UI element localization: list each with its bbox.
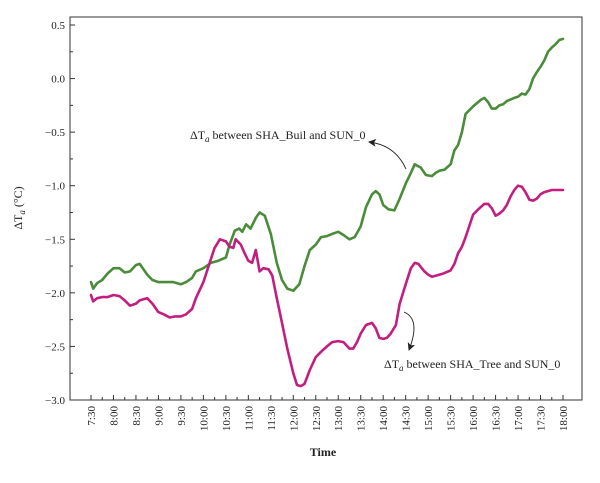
- y-tick-label: 0.5: [51, 20, 65, 32]
- x-tick-label: 16:30: [491, 406, 503, 432]
- annotation-sha-tree-arrow: [403, 311, 416, 351]
- x-tick-label: 8:30: [131, 406, 143, 426]
- x-tick-label: 9:00: [153, 406, 165, 426]
- x-tick-label: 10:00: [198, 406, 210, 432]
- y-axis-title-subscript: a: [17, 210, 27, 215]
- annotation-sha-tree: ΔTa between SHA_Tree and SUN_0: [384, 357, 560, 373]
- series-line-sha-buil: [89, 37, 565, 293]
- x-axis-title: Time: [310, 445, 337, 459]
- x-tick-label: 15:30: [446, 406, 458, 432]
- annotation-sha-buil-text: between SHA_Buil and SUN_0: [210, 128, 366, 142]
- x-tick-label: 10:30: [221, 406, 233, 432]
- x-tick-label: 13:00: [333, 406, 345, 432]
- y-tick-label: −1.5: [45, 234, 65, 246]
- annotation-sha-buil-symbol: ΔT: [190, 128, 206, 142]
- y-axis-title-symbol: ΔT: [11, 214, 25, 230]
- x-tick-label: 11:30: [266, 406, 278, 431]
- y-tick-label: −2.0: [45, 288, 65, 300]
- series-layer: [89, 37, 565, 388]
- x-tick-label: 8:00: [108, 406, 120, 426]
- x-tick-label: 14:00: [378, 406, 390, 432]
- y-axis-title: ΔTa (°C): [11, 186, 27, 229]
- x-tick-label: 16:00: [468, 406, 480, 432]
- series-line-sha-tree: [89, 184, 565, 388]
- x-tick-label: 9:30: [176, 406, 188, 426]
- x-tick-label: 18:00: [558, 406, 570, 432]
- x-tick-label: 15:00: [423, 406, 435, 432]
- x-tick-label: 12:30: [311, 406, 323, 432]
- plot-area-frame: [69, 16, 583, 401]
- y-axis: 0.5 0.0 −0.5 −1.0 −1.5 −2.0 −2.5 −3.0: [45, 20, 75, 407]
- annotation-sha-tree-text: between SHA_Tree and SUN_0: [404, 357, 561, 371]
- y-axis-title-unit: (°C): [11, 186, 25, 207]
- y-tick-label: 0.0: [51, 74, 65, 86]
- y-tick-label: −1.0: [45, 181, 65, 193]
- x-tick-label: 7:30: [86, 406, 98, 426]
- y-tick-label: −2.5: [45, 341, 65, 353]
- annotation-sha-buil-subscript: a: [205, 134, 210, 144]
- x-tick-label: 13:30: [356, 406, 368, 432]
- annotation-sha-tree-symbol: ΔT: [384, 357, 400, 371]
- x-tick-label: 11:00: [243, 406, 255, 431]
- y-tick-label: −0.5: [45, 127, 65, 139]
- annotation-sha-tree-subscript: a: [399, 363, 404, 373]
- annotation-sha-buil-arrow: [368, 138, 407, 170]
- x-tick-label: 17:30: [536, 406, 548, 432]
- y-tick-label: −3.0: [45, 395, 65, 407]
- x-tick-label: 14:30: [401, 406, 413, 432]
- x-tick-label: 17:00: [513, 406, 525, 432]
- annotation-sha-buil: ΔTa between SHA_Buil and SUN_0: [190, 128, 366, 144]
- x-tick-label: 12:00: [288, 406, 300, 432]
- x-axis: 7:30 8:00 8:30 9:00 9:30 10:00 10:30 11:00 11:30…: [86, 395, 570, 431]
